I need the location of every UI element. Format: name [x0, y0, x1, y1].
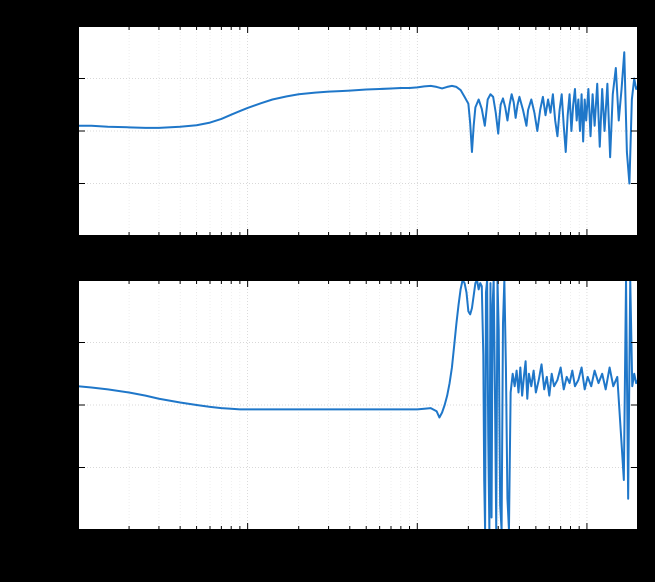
dual-line-chart [0, 0, 655, 582]
